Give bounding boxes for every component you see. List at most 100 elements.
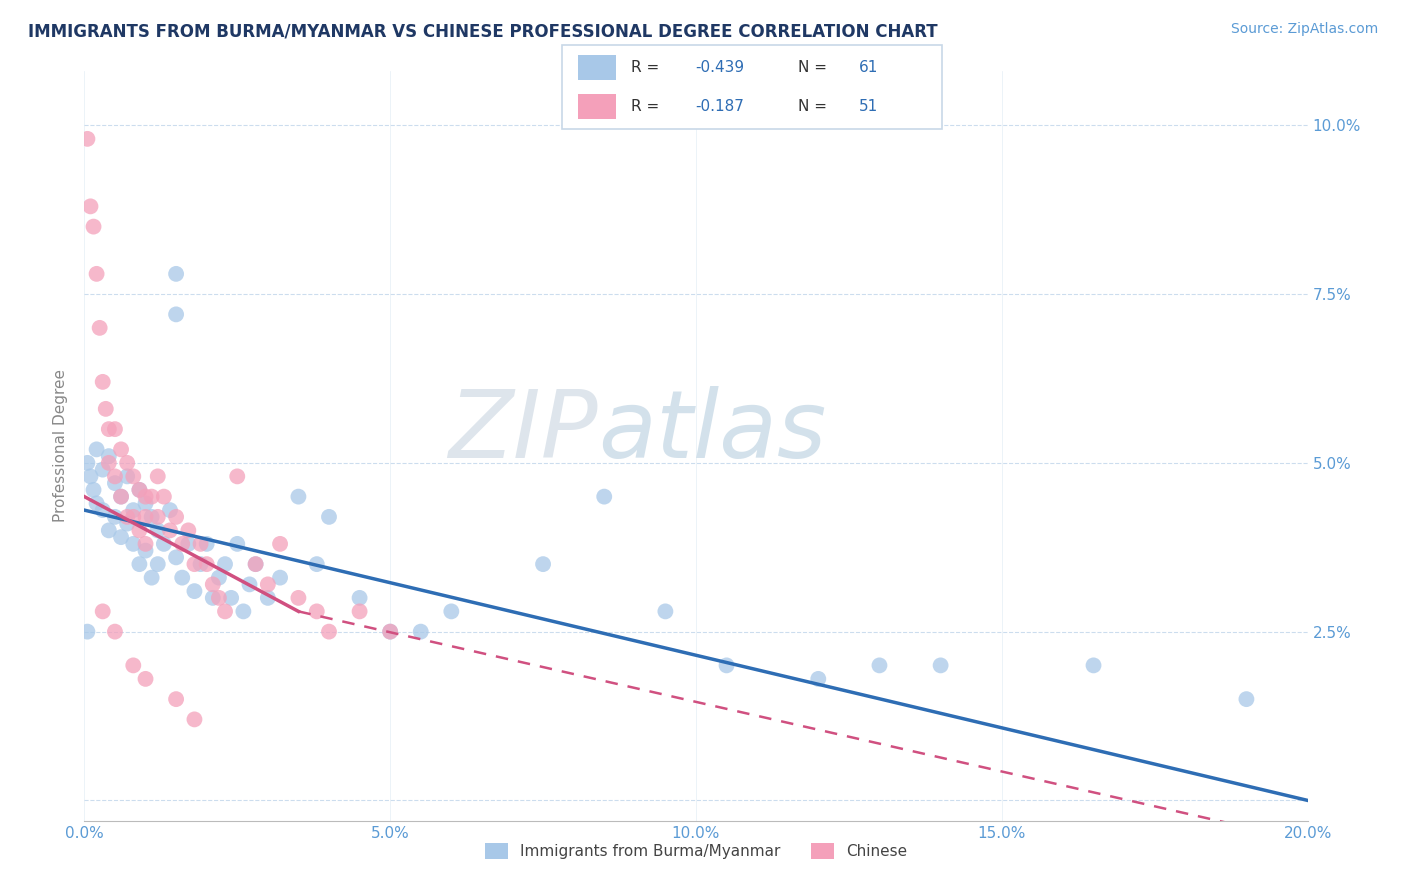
Point: [654, 604, 676, 618]
Point: [409, 624, 432, 639]
Point: [110, 490, 132, 504]
Point: [76, 456, 98, 470]
Point: [128, 524, 150, 538]
Point: [76, 624, 98, 639]
Point: [91, 503, 114, 517]
Text: 61: 61: [859, 60, 877, 75]
Point: [318, 624, 340, 639]
Point: [195, 537, 218, 551]
Point: [380, 624, 402, 639]
Point: [104, 469, 127, 483]
Point: [177, 524, 200, 538]
Point: [165, 267, 187, 281]
Point: [716, 658, 738, 673]
Text: 51: 51: [859, 99, 877, 114]
Point: [122, 503, 145, 517]
Point: [86, 496, 108, 510]
Point: [86, 442, 108, 457]
Point: [165, 509, 187, 524]
Point: [159, 503, 181, 517]
Point: [115, 509, 138, 524]
Point: [159, 524, 181, 538]
Point: [122, 537, 145, 551]
Point: [97, 449, 120, 463]
Point: [226, 537, 249, 551]
Y-axis label: Professional Degree: Professional Degree: [53, 369, 69, 523]
Point: [201, 591, 224, 605]
Point: [110, 490, 132, 504]
Point: [201, 577, 224, 591]
Point: [79, 199, 101, 213]
Text: atlas: atlas: [598, 385, 827, 476]
Point: [214, 557, 236, 571]
Point: [83, 483, 105, 497]
Point: [146, 557, 169, 571]
Point: [287, 591, 309, 605]
Bar: [578, 94, 616, 120]
Point: [1083, 658, 1105, 673]
Point: [269, 537, 291, 551]
Point: [135, 490, 157, 504]
Point: [245, 557, 267, 571]
Point: [115, 456, 138, 470]
Point: [146, 524, 169, 538]
Point: [135, 672, 157, 686]
Point: [79, 469, 101, 483]
Point: [135, 543, 157, 558]
Point: [115, 469, 138, 483]
Point: [287, 490, 309, 504]
Point: [245, 557, 267, 571]
Point: [238, 577, 260, 591]
Point: [128, 483, 150, 497]
Point: [214, 604, 236, 618]
Text: -0.439: -0.439: [696, 60, 744, 75]
Point: [104, 476, 127, 491]
Point: [141, 509, 163, 524]
Point: [593, 490, 616, 504]
Point: [91, 604, 114, 618]
Text: Source: ZipAtlas.com: Source: ZipAtlas.com: [1230, 22, 1378, 37]
Point: [86, 267, 108, 281]
Bar: [578, 54, 616, 80]
Point: [89, 321, 111, 335]
Point: [269, 571, 291, 585]
Point: [141, 571, 163, 585]
Text: IMMIGRANTS FROM BURMA/MYANMAR VS CHINESE PROFESSIONAL DEGREE CORRELATION CHART: IMMIGRANTS FROM BURMA/MYANMAR VS CHINESE…: [28, 22, 938, 40]
Point: [146, 469, 169, 483]
Point: [97, 456, 120, 470]
Text: N =: N =: [797, 60, 831, 75]
Point: [1236, 692, 1258, 706]
Point: [869, 658, 891, 673]
Point: [83, 219, 105, 234]
Point: [76, 132, 98, 146]
Point: [305, 557, 328, 571]
Point: [183, 712, 205, 726]
Point: [115, 516, 138, 531]
Point: [257, 591, 280, 605]
Point: [929, 658, 952, 673]
Point: [153, 537, 176, 551]
Point: [440, 604, 463, 618]
Point: [97, 524, 120, 538]
Point: [104, 509, 127, 524]
Point: [318, 509, 340, 524]
Point: [135, 509, 157, 524]
FancyBboxPatch shape: [562, 45, 942, 129]
Point: [128, 483, 150, 497]
Point: [190, 557, 212, 571]
Point: [183, 557, 205, 571]
Point: [226, 469, 249, 483]
Point: [531, 557, 554, 571]
Point: [190, 537, 212, 551]
Text: -0.187: -0.187: [696, 99, 744, 114]
Point: [91, 375, 114, 389]
Point: [165, 307, 187, 321]
Point: [97, 422, 120, 436]
Point: [104, 422, 127, 436]
Point: [219, 591, 242, 605]
Point: [177, 537, 200, 551]
Text: R =: R =: [631, 99, 664, 114]
Point: [122, 509, 145, 524]
Point: [807, 672, 830, 686]
Point: [208, 591, 231, 605]
